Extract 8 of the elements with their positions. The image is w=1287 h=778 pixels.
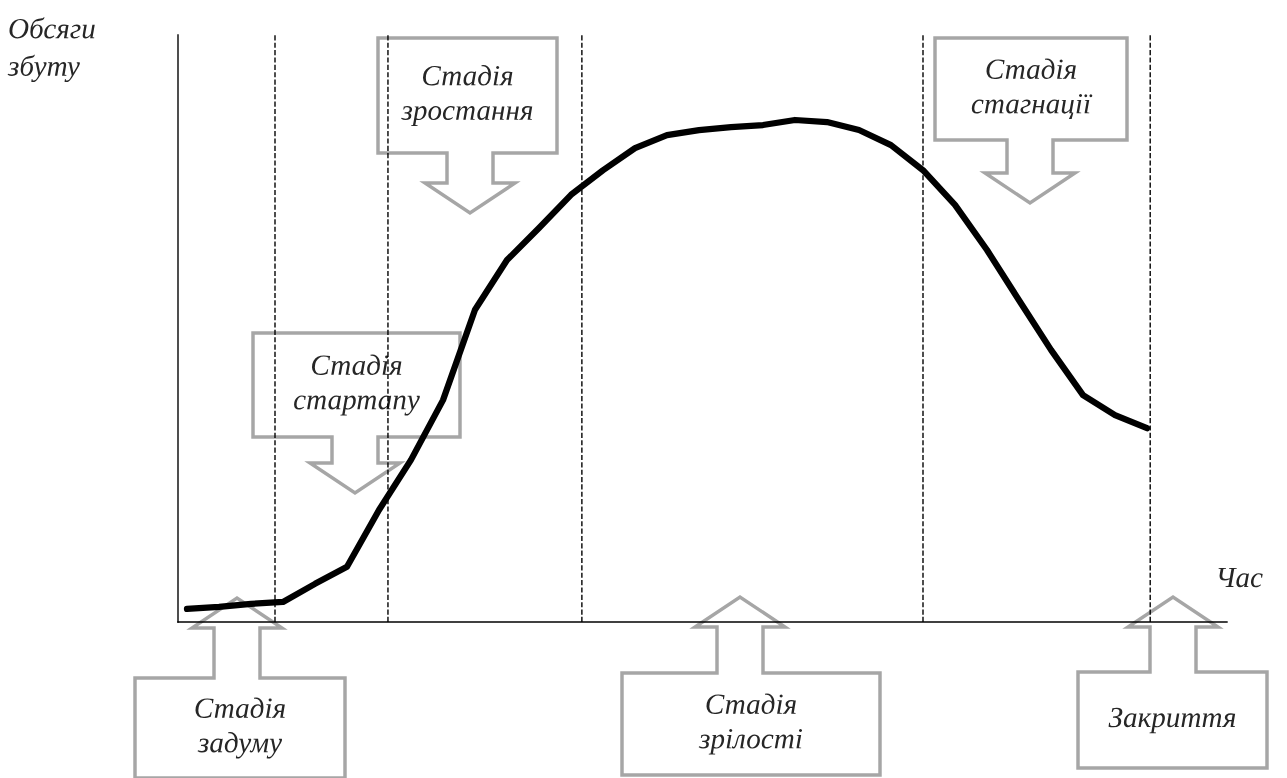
text: Закриття — [1108, 707, 1236, 734]
text: Стадія задуму — [195, 697, 285, 759]
text: Стадія зрілості — [698, 693, 803, 755]
text: Стадія стагнації — [971, 58, 1093, 120]
x-axis-title: Час — [1218, 567, 1263, 588]
y-axis-title: Обсяги збуту — [7, 17, 95, 83]
annotation: Стадія зростання — [401, 65, 533, 126]
annotation: Стадія стартапу — [294, 354, 420, 416]
